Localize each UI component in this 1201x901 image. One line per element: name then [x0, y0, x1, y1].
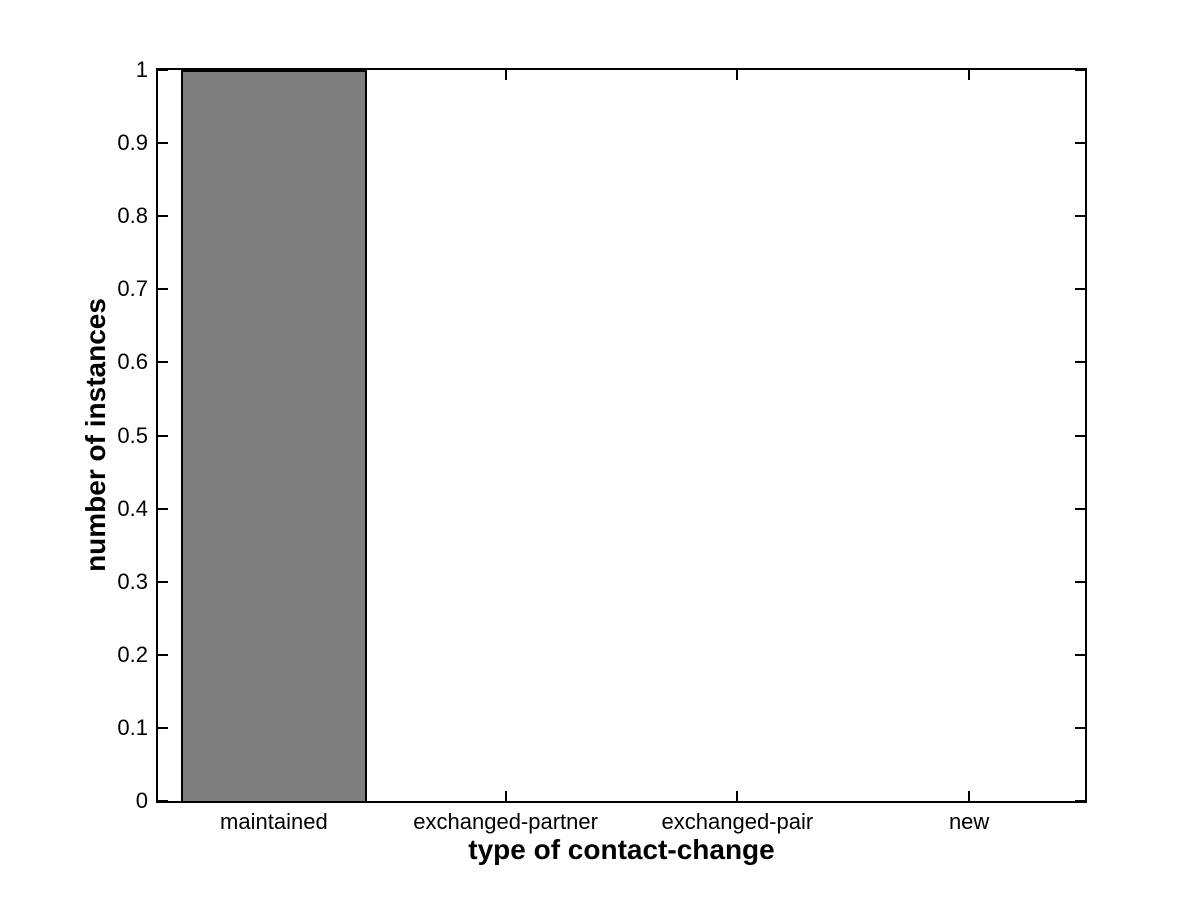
y-tick-mark	[1075, 361, 1085, 364]
y-tick-mark	[158, 69, 168, 71]
y-tick-label: 0	[135, 788, 148, 813]
y-tick-mark	[1075, 142, 1085, 145]
x-tick-label: maintained	[220, 809, 328, 834]
x-tick-mark	[504, 791, 507, 801]
y-tick-label: 1	[135, 57, 148, 82]
y-tick-mark	[158, 361, 168, 364]
y-tick-mark	[1075, 653, 1085, 656]
y-tick-label: 0.2	[117, 641, 148, 667]
y-tick-mark	[1075, 580, 1085, 583]
x-tick-label: new	[948, 809, 990, 834]
x-tick-label: exchanged-pair	[661, 809, 814, 834]
y-tick-mark	[1075, 69, 1085, 71]
bar-maintained	[181, 70, 367, 801]
x-tick-mark	[968, 70, 971, 80]
y-tick-mark	[1075, 507, 1085, 510]
y-tick-mark	[158, 580, 168, 583]
y-tick-label: 0.8	[117, 203, 148, 229]
plot-area	[156, 68, 1087, 803]
y-tick-label: 0.3	[117, 568, 148, 594]
y-tick-mark	[158, 726, 168, 729]
x-tick-mark	[736, 791, 739, 801]
y-tick-label: 0.1	[117, 714, 148, 740]
y-tick-label: 0.9	[117, 130, 148, 156]
y-tick-mark	[1075, 434, 1085, 437]
y-tick-mark	[158, 288, 168, 291]
y-tick-label: 0.7	[117, 276, 148, 302]
y-tick-mark	[1075, 800, 1085, 802]
y-tick-mark	[1075, 726, 1085, 729]
y-tick-mark	[1075, 215, 1085, 218]
y-tick-label: 0.5	[117, 422, 148, 448]
x-tick-mark	[968, 791, 971, 801]
y-tick-mark	[158, 507, 168, 510]
y-tick-label: 0.6	[117, 349, 148, 375]
y-tick-mark	[1075, 288, 1085, 291]
y-tick-label: 0.4	[117, 495, 148, 521]
y-tick-mark	[158, 142, 168, 145]
y-tick-mark	[158, 653, 168, 656]
x-tick-mark	[504, 70, 507, 80]
x-tick-mark	[736, 70, 739, 80]
y-tick-mark	[158, 800, 168, 802]
x-tick-label: exchanged-partner	[413, 809, 598, 834]
x-axis-label: type of contact-change	[468, 834, 775, 865]
y-tick-mark	[158, 215, 168, 218]
y-tick-mark	[158, 434, 168, 437]
